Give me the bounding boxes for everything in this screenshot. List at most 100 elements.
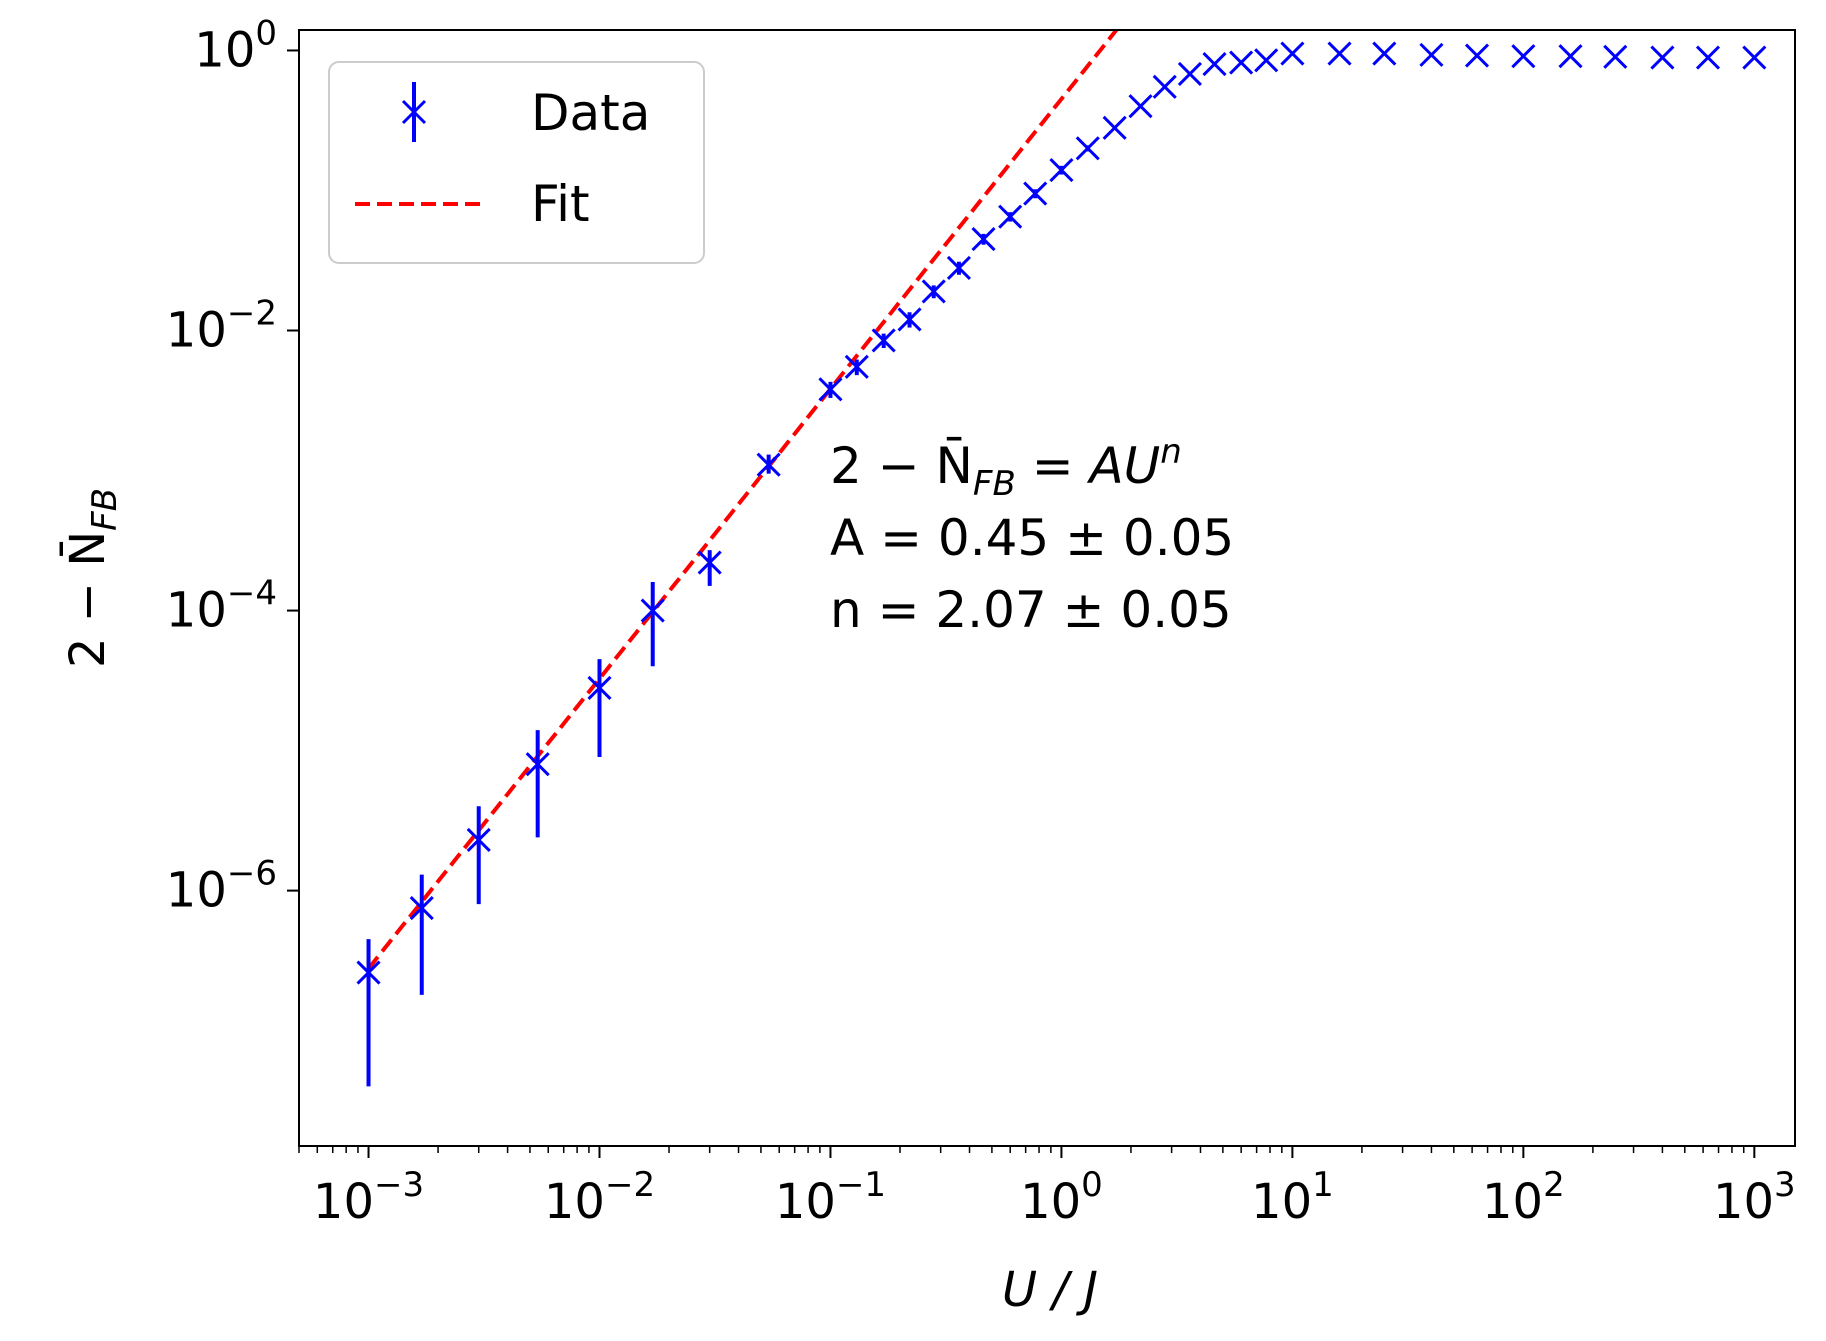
x-tick-label: 10−2: [544, 1165, 655, 1230]
data-marker-stroke: [1229, 50, 1254, 75]
data-marker-stroke: [409, 896, 434, 921]
data-marker-stroke: [1419, 42, 1444, 67]
data-point: [1650, 45, 1675, 70]
data-point: [756, 452, 781, 477]
data-marker-stroke: [818, 377, 843, 402]
data-marker-stroke: [1695, 45, 1721, 70]
data-marker-stroke: [1650, 45, 1675, 70]
data-marker-stroke: [1372, 41, 1397, 66]
data-marker-stroke: [1742, 45, 1767, 70]
data-marker-stroke: [897, 307, 922, 332]
data-marker-stroke: [1177, 61, 1202, 86]
data-point: [1603, 44, 1628, 69]
data-point: [1695, 45, 1721, 70]
data-point: [1128, 94, 1153, 119]
y-axis-title: 2 − N̄FB: [59, 488, 125, 668]
data-point: [1372, 41, 1397, 66]
data-marker-stroke: [1152, 74, 1177, 99]
data-point: [897, 307, 922, 332]
data-marker-stroke: [697, 550, 722, 575]
annotation-line1-rhs: = AU: [1016, 437, 1160, 495]
annotation-line1-sub: FB: [973, 464, 1016, 504]
legend-fit-label: Fit: [531, 175, 590, 233]
data-point: [871, 328, 896, 353]
data-point: [1464, 43, 1490, 68]
plot-frame: [298, 29, 1796, 1147]
annotation-line1-lhs: 2 − N̄: [830, 436, 973, 495]
data-point: [971, 226, 996, 252]
data-layer: [356, 41, 1767, 1087]
data-marker-stroke: [1202, 51, 1227, 77]
data-marker-stroke: [640, 598, 665, 623]
y-tick-label: 100: [194, 13, 277, 78]
fit-layer: [366, 30, 1119, 970]
data-point: [356, 939, 381, 1087]
legend-item-data: Data: [401, 82, 650, 142]
svg-text:2 − N̄FB: 2 − N̄FB: [59, 488, 125, 668]
data-marker-stroke: [466, 827, 491, 853]
data-point: [1558, 44, 1583, 69]
data-marker-stroke: [1128, 94, 1153, 119]
data-marker-stroke: [1327, 41, 1352, 66]
annotation-line1-sup: n: [1160, 432, 1182, 472]
data-point: [844, 354, 869, 379]
data-marker-stroke: [844, 354, 869, 379]
data-point: [525, 730, 550, 838]
y-axis-title-sub: FB: [85, 488, 125, 531]
x-tick-label: 103: [1713, 1165, 1796, 1230]
data-point: [1254, 48, 1279, 73]
legend: Data Fit: [328, 61, 705, 264]
data-point: [921, 279, 946, 304]
data-point: [466, 806, 491, 905]
data-marker-stroke: [946, 255, 972, 280]
data-point: [1049, 157, 1074, 183]
data-point: [1229, 50, 1254, 75]
data-point: [697, 550, 722, 586]
annotation-line1: 2 − N̄FB = AUn: [830, 432, 1182, 504]
data-point: [409, 874, 434, 995]
fit-annotation: 2 − N̄FB = AUn A = 0.45 ± 0.05 n = 2.07 …: [830, 432, 1234, 639]
data-marker-stroke: [1049, 157, 1074, 183]
data-marker-stroke: [587, 675, 612, 701]
data-marker-stroke: [998, 204, 1023, 229]
data-marker-stroke: [971, 226, 996, 252]
data-marker-stroke: [1075, 136, 1100, 161]
data-point: [1327, 41, 1352, 66]
data-marker-stroke: [1254, 48, 1279, 73]
legend-box: [328, 61, 705, 264]
x-tick-label: 100: [1020, 1165, 1103, 1230]
data-marker-stroke: [756, 452, 781, 477]
data-marker-stroke: [525, 752, 550, 777]
data-point: [818, 377, 843, 402]
legend-item-fit: Fit: [355, 175, 590, 233]
y-axis-title-main: 2 − N̄: [59, 531, 116, 668]
y-tick-label: 10−2: [166, 294, 277, 359]
data-point: [640, 581, 665, 667]
data-point: [1202, 51, 1227, 77]
data-point: [1075, 136, 1100, 161]
data-point: [1742, 45, 1767, 70]
ticks-layer: 10−3 10−2 10−1 100 101 102 103 10−6 10−4 10−2 100: [166, 13, 1796, 1230]
data-point: [587, 659, 612, 757]
data-point: [1177, 61, 1202, 86]
data-marker-stroke: [1558, 44, 1583, 69]
data-point: [1419, 42, 1444, 67]
annotation-line3: n = 2.07 ± 0.05: [830, 581, 1232, 639]
data-marker-stroke: [1464, 43, 1490, 68]
data-marker-stroke: [1511, 44, 1536, 69]
x-tick-label: 10−1: [775, 1165, 886, 1230]
data-point: [1102, 115, 1127, 140]
fit-line: [366, 30, 1119, 970]
data-marker-stroke: [1603, 44, 1628, 69]
data-point: [1280, 41, 1305, 66]
data-point: [1152, 74, 1177, 99]
x-tick-label: 101: [1251, 1165, 1334, 1230]
data-marker-stroke: [921, 279, 946, 304]
data-marker-stroke: [1102, 115, 1127, 140]
plot-area: [356, 30, 1767, 1087]
legend-data-marker: [401, 82, 427, 142]
data-marker-stroke: [356, 960, 381, 985]
y-tick-label: 10−6: [166, 854, 277, 919]
